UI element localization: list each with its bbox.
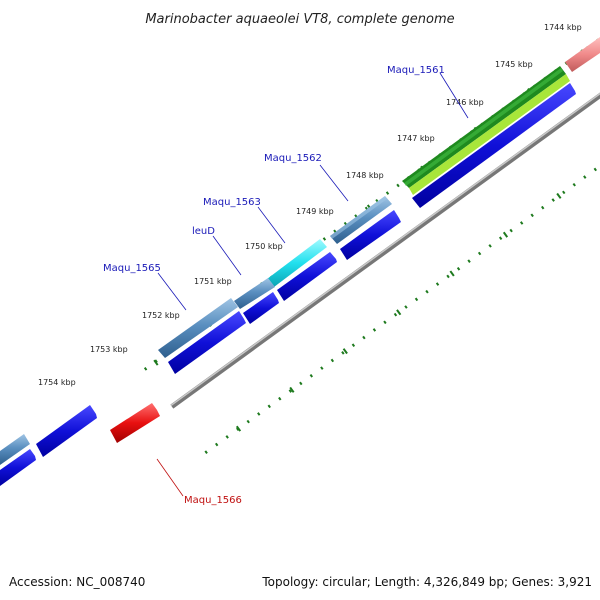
leader-line-maqu-1565 bbox=[157, 272, 187, 311]
kbp-label: 1746 kbp bbox=[446, 98, 484, 107]
gene-pink[interactable] bbox=[565, 37, 600, 72]
kbp-label: 1754 kbp bbox=[38, 378, 76, 387]
leader-line-maqu-1563 bbox=[257, 206, 286, 244]
gene-maqu-1565[interactable] bbox=[158, 298, 238, 358]
leader-line-maqu-1566 bbox=[156, 458, 184, 497]
label-maqu-1566[interactable]: Maqu_1566 bbox=[184, 495, 242, 506]
kbp-labels: 1744 kbp 1745 kbp 1746 kbp 1747 kbp 1748… bbox=[38, 23, 582, 387]
gene-maqu-1562[interactable] bbox=[330, 196, 392, 244]
gene-maqu-1561[interactable] bbox=[402, 66, 570, 195]
cds-maqu-1563[interactable] bbox=[243, 292, 279, 324]
cds-unnamed[interactable] bbox=[36, 405, 97, 457]
genome-backbone bbox=[170, 0, 600, 409]
kbp-label: 1749 kbp bbox=[296, 207, 334, 216]
label-maqu-1565[interactable]: Maqu_1565 bbox=[103, 263, 161, 274]
topology-summary-text: Topology: circular; Length: 4,326,849 bp… bbox=[261, 575, 592, 589]
cds-maqu-1561[interactable] bbox=[412, 83, 576, 208]
backbone-line bbox=[170, 0, 600, 409]
inner-tick-line bbox=[204, 0, 600, 454]
kbp-label: 1745 kbp bbox=[495, 60, 533, 69]
kbp-label: 1751 kbp bbox=[194, 277, 232, 286]
inner-tick-track bbox=[203, 0, 600, 456]
backbone-highlight bbox=[170, 0, 600, 407]
kbp-label: 1748 kbp bbox=[346, 171, 384, 180]
leader-line-leud bbox=[212, 235, 242, 276]
cds-maqu-1565[interactable] bbox=[168, 311, 246, 374]
kbp-label: 1753 kbp bbox=[90, 345, 128, 354]
kbp-label: 1752 kbp bbox=[142, 311, 180, 320]
label-maqu-1562[interactable]: Maqu_1562 bbox=[264, 153, 322, 164]
cds-left[interactable] bbox=[0, 449, 36, 486]
label-maqu-1563[interactable]: Maqu_1563 bbox=[203, 197, 261, 208]
cds-leud[interactable] bbox=[277, 252, 337, 301]
leader-line-maqu-1561 bbox=[439, 72, 469, 119]
gene-labels: Maqu_1561 Maqu_1562 Maqu_1563 leuD Maqu_… bbox=[103, 65, 469, 506]
accession-text: Accession: NC_008740 bbox=[9, 575, 145, 589]
gene-left-steelblue[interactable] bbox=[0, 434, 30, 465]
map-title: Marinobacter aquaeolei VT8, complete gen… bbox=[145, 12, 454, 27]
gene-maqu-1566[interactable] bbox=[110, 403, 160, 443]
label-maqu-1561[interactable]: Maqu_1561 bbox=[387, 65, 445, 76]
gene-track bbox=[0, 37, 600, 465]
kbp-label: 1750 kbp bbox=[245, 242, 283, 251]
gene-maqu-1563[interactable] bbox=[234, 278, 275, 309]
label-leud[interactable]: leuD bbox=[192, 226, 215, 237]
kbp-label: 1744 kbp bbox=[544, 23, 582, 32]
cds-maqu-1562[interactable] bbox=[340, 210, 401, 260]
leader-line-maqu-1562 bbox=[319, 164, 349, 202]
gene-leud[interactable] bbox=[267, 239, 327, 287]
cds-track bbox=[0, 83, 576, 486]
kbp-label: 1747 kbp bbox=[397, 134, 435, 143]
